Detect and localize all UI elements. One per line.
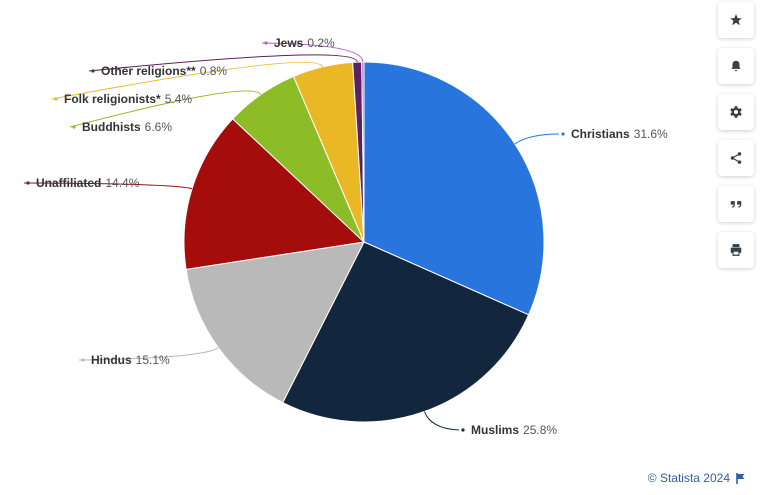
label-bullet [54,97,58,101]
print-button[interactable] [718,232,754,268]
label-bullet [461,428,465,432]
connector-line [78,347,219,361]
pie-slice-hindus[interactable] [185,241,365,404]
pie-slice-unaffiliated[interactable] [183,118,366,270]
settings-button[interactable] [718,94,754,130]
flag-icon [736,472,745,484]
label-bullet [26,181,30,185]
quote-icon [730,201,742,208]
share-icon [730,152,742,164]
slice-label: Jews 0.2% [274,36,335,50]
slice-label: Christians 31.6% [571,127,668,141]
pie-slice-muslims[interactable] [282,241,530,423]
pie-chart: Christians 31.6% Muslims 25.8% Hindus 15.1% Un… [23,36,668,437]
pie-slice-christians[interactable] [363,61,545,316]
connector-line [88,54,358,72]
star-icon [730,14,742,26]
statista-credit[interactable]: © Statista 2024 [648,471,746,485]
connector-line [23,182,193,190]
favorite-button[interactable] [718,2,754,38]
slice-label: Folk religionists* 5.4% [64,92,192,106]
notification-button[interactable] [718,48,754,84]
slice-label: Hindus 15.1% [91,353,170,367]
connector-line [69,90,262,128]
bell-icon [731,60,741,72]
label-bullet [72,125,76,129]
slice-label: Muslims 25.8% [471,423,557,437]
connector-line [51,61,323,100]
connector-line [424,411,460,431]
printer-icon [730,244,742,256]
label-bullet [91,69,95,73]
credit-text: © Statista 2024 [647,471,730,485]
label-bullet [81,358,85,362]
connector-line [261,42,364,63]
label-bullet [561,132,565,136]
slice-label: Unaffiliated 14.4% [36,176,140,190]
slice-label: Buddhists 6.6% [82,120,172,134]
share-button[interactable] [718,140,754,176]
cite-button[interactable] [718,186,754,222]
slice-label: Other religions** 0.8% [101,64,227,78]
chart-toolbar [718,2,756,278]
connector-line [514,133,560,145]
label-bullet [264,41,268,45]
gear-icon [730,106,742,118]
